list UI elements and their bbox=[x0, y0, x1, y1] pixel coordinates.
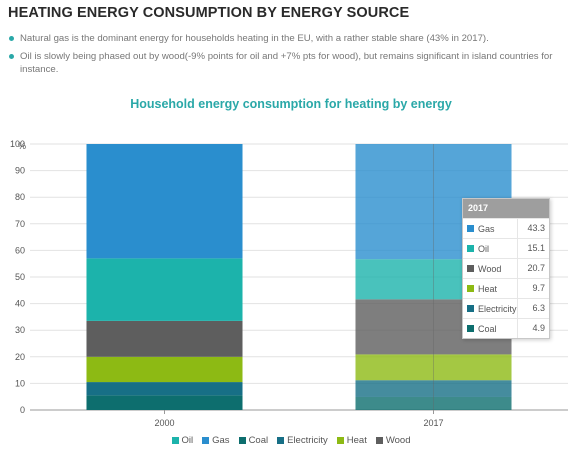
tooltip-series-name: Coal bbox=[478, 323, 497, 334]
tooltip-swatch bbox=[467, 245, 474, 252]
legend-label: Coal bbox=[248, 435, 269, 446]
tooltip-series-name: Oil bbox=[478, 243, 489, 254]
chart-tooltip: 2017 Gas 43.3 Oil 15.1 Wood 20.7 Heat 9.7 Electr… bbox=[462, 198, 550, 339]
y-tick-label: 20 bbox=[15, 352, 25, 362]
tooltip-value: 9.7 bbox=[517, 279, 549, 298]
y-tick-label: 80 bbox=[15, 192, 25, 202]
legend-swatch bbox=[238, 437, 246, 444]
y-tick-label: 30 bbox=[15, 325, 25, 335]
bullet-dot-icon bbox=[9, 54, 14, 59]
tooltip-row: Oil 15.1 bbox=[463, 238, 549, 258]
y-tick-label: 50 bbox=[15, 272, 25, 282]
y-tick-label: 40 bbox=[15, 299, 25, 309]
tooltip-value: 20.7 bbox=[517, 259, 549, 278]
chart-legend: Oil Gas Coal Electricity Heat Wood bbox=[0, 435, 582, 446]
legend-item-coal[interactable]: Coal bbox=[238, 435, 269, 446]
bullet-text: Oil is slowly being phased out by wood(-… bbox=[20, 51, 553, 75]
legend-label: Oil bbox=[181, 435, 194, 446]
y-tick-label: 60 bbox=[15, 245, 25, 255]
tooltip-row: Electricity 6.3 bbox=[463, 298, 549, 318]
y-tick-label: 90 bbox=[15, 166, 25, 176]
tooltip-row: Gas 43.3 bbox=[463, 218, 549, 238]
tooltip-value: 43.3 bbox=[517, 219, 549, 238]
legend-label: Electricity bbox=[287, 435, 328, 446]
tooltip-row: Wood 20.7 bbox=[463, 258, 549, 278]
tooltip-row: Coal 4.9 bbox=[463, 318, 549, 338]
bar-gas-2000 bbox=[86, 144, 243, 259]
legend-item-gas[interactable]: Gas bbox=[202, 435, 230, 446]
y-axis-unit: % bbox=[18, 141, 26, 151]
tooltip-value: 6.3 bbox=[517, 299, 549, 318]
bullet-item: Natural gas is the dominant energy for h… bbox=[8, 32, 574, 45]
tooltip-swatch bbox=[467, 225, 474, 232]
tooltip-series-name: Gas bbox=[478, 223, 495, 234]
bullet-dot-icon bbox=[9, 36, 14, 41]
tooltip-row: Heat 9.7 bbox=[463, 278, 549, 298]
tooltip-series-name: Electricity bbox=[478, 303, 517, 314]
y-tick-label: 0 bbox=[20, 405, 25, 415]
tooltip-header: 2017 bbox=[463, 199, 549, 218]
page-title: HEATING ENERGY CONSUMPTION BY ENERGY SOU… bbox=[8, 5, 410, 21]
bar-electricity-2000 bbox=[86, 382, 243, 396]
legend-swatch bbox=[336, 437, 344, 444]
chart-title: Household energy consumption for heating… bbox=[130, 97, 452, 111]
y-tick-label: 10 bbox=[15, 378, 25, 388]
legend-swatch bbox=[277, 437, 285, 444]
tooltip-swatch bbox=[467, 305, 474, 312]
bar-wood-2000 bbox=[86, 320, 243, 357]
legend-swatch bbox=[171, 437, 179, 444]
bar-coal-2000 bbox=[86, 395, 243, 410]
y-tick-label: 100 bbox=[10, 139, 25, 149]
bar-heat-2000 bbox=[86, 356, 243, 383]
tooltip-series-name: Heat bbox=[478, 283, 498, 294]
x-tick-label: 2000 bbox=[154, 418, 174, 428]
legend-swatch bbox=[202, 437, 210, 444]
tooltip-series-name: Wood bbox=[478, 263, 502, 274]
tooltip-value: 15.1 bbox=[517, 239, 549, 258]
legend-item-wood[interactable]: Wood bbox=[375, 435, 411, 446]
legend-label: Gas bbox=[212, 435, 230, 446]
y-tick-label: 70 bbox=[15, 219, 25, 229]
legend-label: Heat bbox=[346, 435, 367, 446]
legend-item-heat[interactable]: Heat bbox=[336, 435, 367, 446]
x-tick-label: 2017 bbox=[423, 418, 443, 428]
legend-label: Wood bbox=[385, 435, 411, 446]
stacked-bar-chart: 0 10 20 30 40 50 60 70 80 90 100% 2000 2017 bbox=[10, 139, 568, 428]
legend-item-oil[interactable]: Oil bbox=[171, 435, 194, 446]
tooltip-swatch bbox=[467, 285, 474, 292]
bullet-list: Natural gas is the dominant energy for h… bbox=[8, 32, 574, 81]
tooltip-value: 4.9 bbox=[517, 319, 549, 338]
bar-oil-2000 bbox=[86, 258, 243, 321]
legend-item-electricity[interactable]: Electricity bbox=[277, 435, 328, 446]
bullet-text: Natural gas is the dominant energy for h… bbox=[20, 33, 489, 44]
bullet-item: Oil is slowly being phased out by wood(-… bbox=[8, 50, 574, 76]
legend-swatch bbox=[375, 437, 383, 444]
tooltip-swatch bbox=[467, 265, 474, 272]
tooltip-swatch bbox=[467, 325, 474, 332]
